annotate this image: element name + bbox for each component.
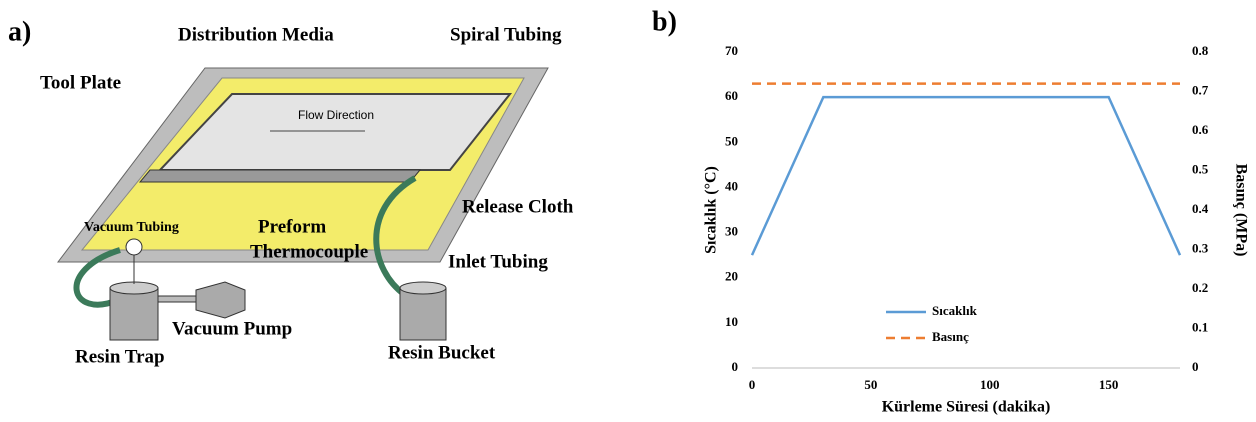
page: a) Distribution Media Spiral Tubing Tool… [0,0,1256,422]
y-tick-label: 10 [725,314,738,329]
resin-trap [110,288,158,340]
y-tick-label: 70 [725,43,738,58]
y2-tick-label: 0.7 [1192,82,1209,97]
y-tick-label: 60 [725,88,738,103]
series-line [752,97,1180,255]
y-tick-label: 0 [732,359,739,374]
x-tick-label: 0 [749,377,756,392]
x-tick-label: 100 [980,377,1000,392]
y2-tick-label: 0.4 [1192,201,1209,216]
x-tick-label: 50 [864,377,877,392]
y2-tick-label: 0.6 [1192,122,1209,137]
legend-label: Basınç [932,329,969,344]
diagram: a) Distribution Media Spiral Tubing Tool… [8,16,574,367]
vacuum-pump [196,282,245,318]
label: Spiral Tubing [450,24,562,45]
resin-bucket [400,288,446,340]
legend-label: Sıcaklık [932,303,978,318]
chart: b) Kürleme Süresi (dakika) Sıcaklık (°C)… [652,6,1249,415]
pump-pipe [158,296,196,302]
y-tick-label: 20 [725,269,738,284]
y2-tick-label: 0.2 [1192,280,1208,295]
label: Inlet Tubing [448,251,548,272]
y2-axis-title: Basınç (MPa) [1232,164,1249,257]
x-axis-title: Kürleme Süresi (dakika) [882,399,1051,416]
label: Release Cloth [462,196,574,217]
y-tick-label: 50 [725,133,738,148]
gauge [126,239,142,255]
label: Tool Plate [40,72,121,93]
label: Distribution Media [178,24,334,45]
panel-label: b) [652,6,677,37]
y2-tick-label: 0 [1192,359,1199,374]
y2-tick-label: 0.1 [1192,319,1208,334]
preform [140,170,420,182]
y2-tick-label: 0.3 [1192,240,1209,255]
label: Resin Bucket [388,342,496,363]
label: Flow Direction [298,108,374,122]
label: Preform [258,216,326,237]
bucket-top [400,282,446,294]
y-axis-title: Sıcaklık (°C) [703,166,720,254]
label: Resin Trap [75,346,165,367]
y-tick-label: 30 [725,224,738,239]
y-tick-label: 40 [725,178,738,193]
label: Vacuum Tubing [84,220,179,235]
y2-tick-label: 0.5 [1192,161,1209,176]
y2-tick-label: 0.8 [1192,43,1209,58]
label: Vacuum Pump [172,318,292,339]
x-tick-label: 150 [1099,377,1119,392]
panel-label: a) [8,16,31,47]
label: Thermocouple [250,241,368,262]
